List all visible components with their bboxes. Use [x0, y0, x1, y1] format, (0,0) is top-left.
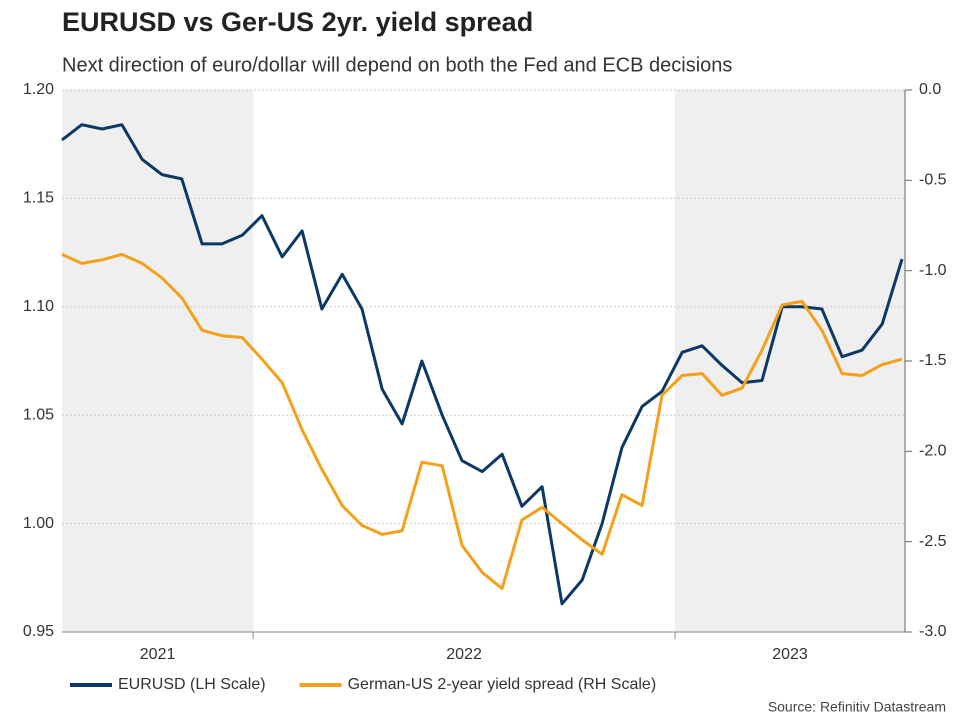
x-tick-label: 2022	[446, 646, 482, 663]
series-line	[61, 123, 904, 606]
chart-title: EURUSD vs Ger-US 2yr. yield spread	[62, 7, 533, 37]
y-tick-label: 1.10	[23, 298, 54, 315]
year-shade	[62, 90, 254, 632]
y2-tick-label: -0.5	[919, 172, 947, 189]
year-shade	[675, 90, 905, 632]
y-tick-label: 1.15	[23, 190, 54, 207]
x-tick-label: 2023	[772, 646, 808, 663]
y2-tick-label: -2.0	[919, 443, 947, 460]
y-tick-label: 1.05	[23, 406, 54, 423]
y2-tick-label: 0.0	[919, 81, 941, 98]
y2-tick-label: -2.5	[919, 533, 947, 550]
legend-label: German-US 2-year yield spread (RH Scale)	[348, 676, 657, 693]
y-tick-label: 1.20	[23, 81, 54, 98]
x-tick-label: 2021	[140, 646, 176, 663]
chart-subtitle: Next direction of euro/dollar will depen…	[62, 54, 732, 76]
y-tick-label: 0.95	[23, 623, 54, 640]
legend-label: EURUSD (LH Scale)	[118, 676, 266, 693]
y2-tick-label: -1.5	[919, 352, 947, 369]
series-line	[61, 252, 903, 591]
source-note: Source: Refinitiv Datastream	[768, 699, 946, 715]
y2-tick-label: -1.0	[919, 262, 947, 279]
y2-tick-label: -3.0	[919, 623, 947, 640]
y-tick-label: 1.00	[23, 515, 54, 532]
